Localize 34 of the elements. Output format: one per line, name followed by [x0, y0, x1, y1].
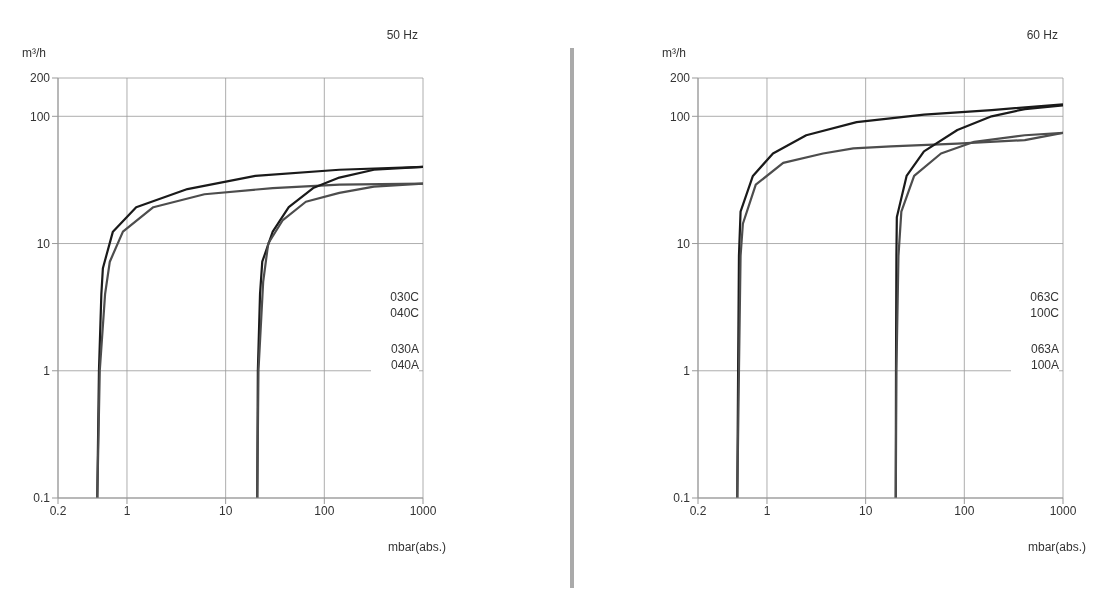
- y-tick-label: 1: [683, 364, 691, 379]
- x-axis-title: mbar(abs.): [387, 540, 446, 554]
- y-axis-title: m³/h: [22, 46, 46, 60]
- annotation: 100C: [1029, 306, 1059, 320]
- x-tick-label: 1000: [409, 503, 437, 518]
- y-tick-label: 0.1: [673, 491, 691, 506]
- annotation: 100A: [1029, 358, 1059, 372]
- y-tick-label: 200: [669, 71, 691, 86]
- x-tick-label: 10: [218, 503, 233, 518]
- y-axis-title: m³/h: [662, 46, 686, 60]
- chart-title: 50 Hz: [386, 28, 418, 42]
- x-tick-label: 100: [954, 503, 975, 518]
- annotation: 040A: [389, 358, 419, 372]
- y-tick-label: 0.1: [33, 491, 51, 506]
- y-tick-label: 1: [43, 364, 51, 379]
- y-tick-label: 100: [29, 109, 51, 124]
- x-tick-label: 10: [858, 503, 873, 518]
- chart-title: 60 Hz: [1026, 28, 1058, 42]
- y-tick-label: 100: [669, 109, 691, 124]
- x-tick-label: 1: [123, 503, 131, 518]
- x-tick-label: 0.2: [689, 503, 707, 518]
- x-tick-label: 1: [763, 503, 771, 518]
- annotation: 063C: [1029, 290, 1059, 304]
- y-tick-label: 200: [29, 71, 51, 86]
- y-tick-label: 10: [36, 236, 51, 251]
- x-axis-title: mbar(abs.): [1027, 540, 1086, 554]
- x-tick-label: 0.2: [49, 503, 67, 518]
- annotation: 030C: [389, 290, 419, 304]
- annotation: 030A: [389, 342, 419, 356]
- y-tick-label: 10: [676, 236, 691, 251]
- annotation: 040C: [389, 306, 419, 320]
- x-tick-label: 100: [314, 503, 335, 518]
- x-tick-label: 1000: [1049, 503, 1077, 518]
- annotation: 063A: [1029, 342, 1059, 356]
